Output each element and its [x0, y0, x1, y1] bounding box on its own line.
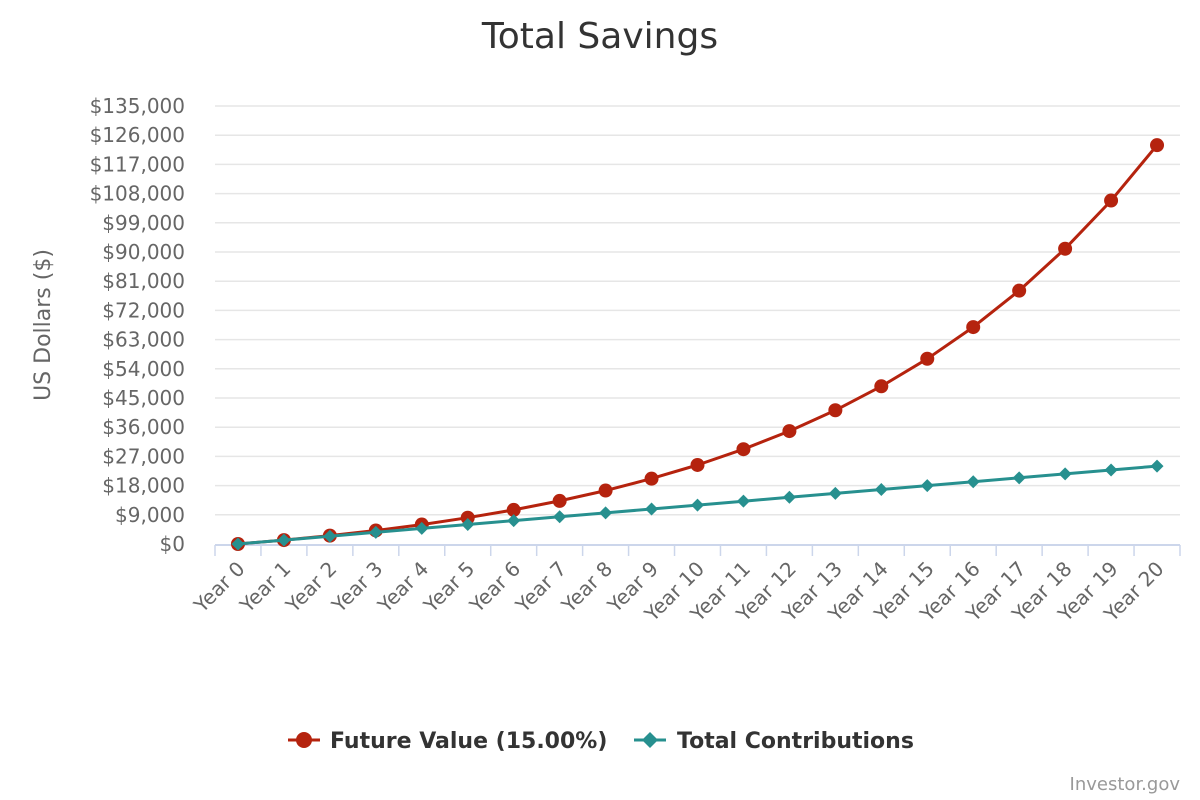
data-point[interactable]: [736, 494, 750, 508]
data-point[interactable]: [645, 502, 659, 516]
legend-label-total-contributions: Total Contributions: [677, 729, 914, 754]
data-point[interactable]: [920, 479, 934, 493]
series-total-contributions: [231, 459, 1164, 551]
data-point[interactable]: [874, 482, 888, 496]
y-axis: $0 $9,000 $18,000 $27,000 $36,000 $45,000 $54,…: [90, 94, 185, 556]
y-tick-label: $63,000: [102, 328, 185, 352]
legend: Future Value (15.00%) Total Contribution…: [288, 729, 914, 754]
x-tick-label: Year 1: [234, 557, 295, 618]
data-point[interactable]: [598, 483, 613, 498]
data-point[interactable]: [599, 506, 613, 520]
x-tick-label: Year 6: [464, 557, 525, 618]
y-tick-label: $0: [160, 532, 185, 556]
data-point[interactable]: [553, 510, 567, 524]
legend-label-future-value: Future Value (15.00%): [330, 729, 607, 754]
data-point[interactable]: [828, 403, 843, 418]
data-point[interactable]: [1012, 471, 1026, 485]
data-point[interactable]: [966, 475, 980, 489]
data-point[interactable]: [690, 457, 705, 472]
data-point[interactable]: [415, 521, 429, 535]
data-point[interactable]: [1104, 463, 1118, 477]
data-point[interactable]: [1150, 138, 1165, 153]
legend-marker-circle-icon: [296, 732, 312, 748]
data-point[interactable]: [323, 529, 337, 543]
x-tick-label: Year 3: [326, 557, 387, 618]
data-point[interactable]: [552, 493, 567, 508]
y-tick-label: $18,000: [102, 474, 185, 498]
data-point[interactable]: [1058, 467, 1072, 481]
data-point[interactable]: [874, 379, 889, 394]
data-point[interactable]: [1058, 241, 1073, 256]
data-point[interactable]: [782, 490, 796, 504]
data-point[interactable]: [1104, 193, 1119, 208]
data-point[interactable]: [1150, 459, 1164, 473]
x-tick-label: Year 4: [372, 557, 433, 618]
data-point[interactable]: [1012, 283, 1027, 298]
data-point[interactable]: [277, 533, 291, 547]
y-tick-label: $90,000: [102, 240, 185, 264]
series-group: [230, 138, 1165, 551]
y-tick-label: $54,000: [102, 357, 185, 381]
x-tick-label: Year 7: [510, 557, 571, 618]
y-tick-label: $108,000: [90, 182, 185, 206]
data-point[interactable]: [736, 442, 751, 457]
series-future-value: [230, 138, 1165, 551]
credits-link[interactable]: Investor.gov: [1070, 774, 1181, 795]
legend-item-future-value[interactable]: Future Value (15.00%): [288, 729, 607, 754]
x-axis: [214, 544, 1181, 556]
data-point[interactable]: [966, 320, 981, 335]
data-point[interactable]: [644, 471, 659, 486]
y-axis-title: US Dollars ($): [31, 249, 56, 401]
data-point[interactable]: [460, 510, 475, 525]
y-tick-label: $45,000: [102, 386, 185, 410]
y-tick-label: $126,000: [90, 123, 185, 147]
y-tick-label: $72,000: [102, 298, 185, 322]
y-tick-label: $99,000: [102, 211, 185, 235]
y-tick-label: $135,000: [90, 94, 185, 118]
x-tick-label: Year 0: [188, 557, 249, 618]
x-tick-label: Year 8: [556, 557, 617, 618]
data-point[interactable]: [828, 486, 842, 500]
y-tick-label: $36,000: [102, 415, 185, 439]
y-tick-label: $27,000: [102, 444, 185, 468]
chart-title: Total Savings: [481, 16, 718, 57]
data-point[interactable]: [507, 514, 521, 528]
data-point[interactable]: [782, 424, 797, 439]
legend-item-total-contributions[interactable]: Total Contributions: [634, 729, 914, 754]
data-point[interactable]: [369, 525, 383, 539]
data-point[interactable]: [231, 537, 245, 551]
data-point[interactable]: [461, 518, 475, 532]
y-tick-label: $9,000: [115, 503, 185, 527]
y-tick-label: $117,000: [90, 152, 185, 176]
gridlines: [215, 105, 1180, 516]
y-tick-label: $81,000: [102, 269, 185, 293]
x-tick-label: Year 2: [280, 557, 341, 618]
data-point[interactable]: [691, 498, 704, 512]
x-tick-label: Year 5: [418, 557, 479, 618]
data-point[interactable]: [506, 502, 521, 517]
legend-marker-diamond-icon: [642, 732, 658, 748]
data-point[interactable]: [920, 351, 935, 366]
